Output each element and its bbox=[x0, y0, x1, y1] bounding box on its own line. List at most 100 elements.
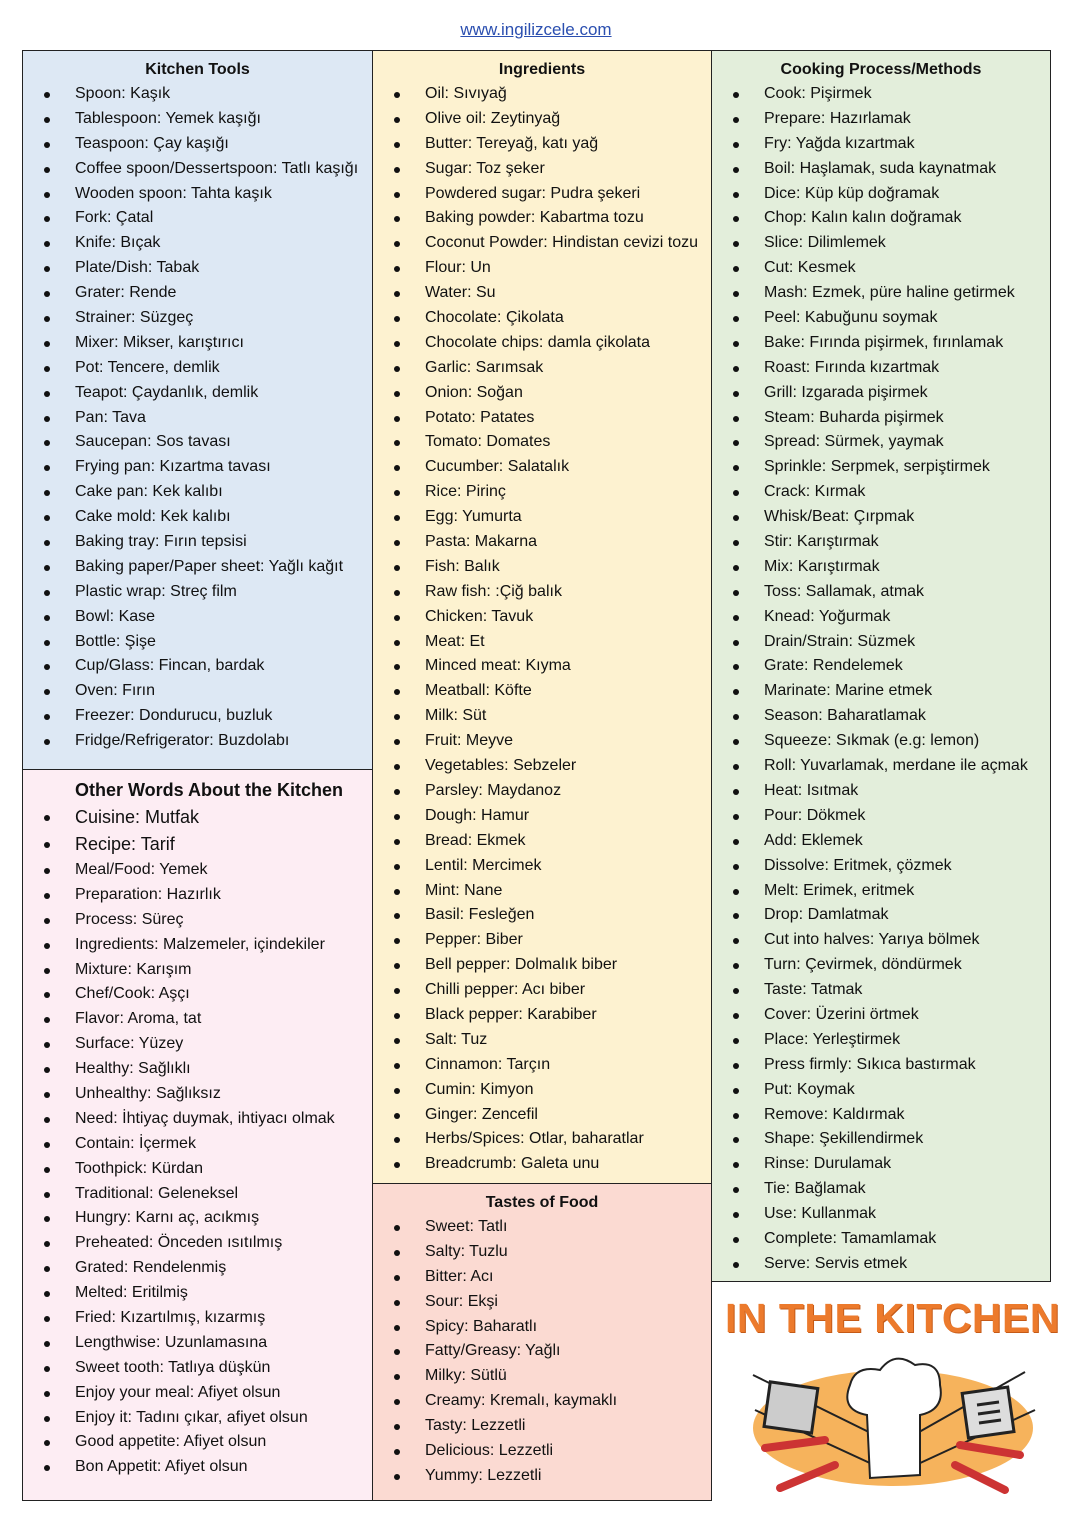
cooking-section: Cooking Process/Methods Cook: Pişirmek Pr… bbox=[711, 50, 1051, 1282]
list-item: Chop: Kalın kalın doğramak bbox=[712, 206, 1050, 231]
list-item: Chicken: Tavuk bbox=[373, 605, 711, 630]
list-item: Wooden spoon: Tahta kaşık bbox=[23, 182, 372, 207]
section-title: Cooking Process/Methods bbox=[780, 61, 982, 78]
list-item: Healthy: Sağlıklı bbox=[23, 1057, 372, 1082]
list-item: Peel: Kabuğunu soymak bbox=[712, 306, 1050, 331]
list-item: Salt: Tuz bbox=[373, 1028, 711, 1053]
list-item: Meal/Food: Yemek bbox=[23, 858, 372, 883]
list-item: Lentil: Mercimek bbox=[373, 854, 711, 879]
list-item: Coffee spoon/Dessertspoon: Tatlı kaşığı bbox=[23, 157, 372, 182]
list-item: Basil: Fesleğen bbox=[373, 903, 711, 928]
list-item: Roll: Yuvarlamak, merdane ile açmak bbox=[712, 754, 1050, 779]
list-item: Flavor: Aroma, tat bbox=[23, 1007, 372, 1032]
list-item: Baking paper/Paper sheet: Yağlı kağıt bbox=[23, 555, 372, 580]
list-item: Bon Appetit: Afiyet olsun bbox=[23, 1455, 372, 1480]
list-item: Marinate: Marine etmek bbox=[712, 679, 1050, 704]
list-item: Mash: Ezmek, püre haline getirmek bbox=[712, 281, 1050, 306]
list-item: Vegetables: Sebzeler bbox=[373, 754, 711, 779]
list-item: Pour: Dökmek bbox=[712, 804, 1050, 829]
list-item: Powdered sugar: Pudra şekeri bbox=[373, 182, 711, 207]
list-item: Turn: Çevirmek, döndürmek bbox=[712, 953, 1050, 978]
list-item: Remove: Kaldırmak bbox=[712, 1103, 1050, 1128]
list-item: Chef/Cook: Aşçı bbox=[23, 982, 372, 1007]
list-item: Cut: Kesmek bbox=[712, 256, 1050, 281]
website-link[interactable]: www.ingilizcele.com bbox=[460, 20, 612, 39]
list-item: Onion: Soğan bbox=[373, 381, 711, 406]
list-item: Toss: Sallamak, atmak bbox=[712, 580, 1050, 605]
list-item: Cinnamon: Tarçın bbox=[373, 1053, 711, 1078]
list-item: Mint: Nane bbox=[373, 879, 711, 904]
list-item: Good appetite: Afiyet olsun bbox=[23, 1430, 372, 1455]
list-item: Milky: Sütlü bbox=[373, 1364, 711, 1389]
list-item: Bowl: Kase bbox=[23, 605, 372, 630]
list-item: Tie: Bağlamak bbox=[712, 1177, 1050, 1202]
list-item: Place: Yerleştirmek bbox=[712, 1028, 1050, 1053]
list-item: Preheated: Önceden ısıtılmış bbox=[23, 1231, 372, 1256]
logo-title: IN THE KITCHEN bbox=[725, 1295, 1060, 1341]
list-item: Bell pepper: Dolmalık biber bbox=[373, 953, 711, 978]
other-words-list: Meal/Food: Yemek Preparation: Hazırlık Pro… bbox=[23, 858, 372, 1480]
list-item: Ginger: Zencefil bbox=[373, 1103, 711, 1128]
list-item: Dissolve: Eritmek, çözmek bbox=[712, 854, 1050, 879]
list-item: Sweet tooth: Tatlıya düşkün bbox=[23, 1356, 372, 1381]
list-item: Baking tray: Fırın tepsisi bbox=[23, 530, 372, 555]
list-item: Cut into halves: Yarıya bölmek bbox=[712, 928, 1050, 953]
list-item: Toothpick: Kürdan bbox=[23, 1157, 372, 1182]
tastes-section: Tastes of Food Sweet: Tatlı Salty: Tuzlu B… bbox=[372, 1183, 712, 1501]
list-item: Enjoy your meal: Afiyet olsun bbox=[23, 1381, 372, 1406]
list-item: Bitter: Acı bbox=[373, 1265, 711, 1290]
list-item: Heat: Isıtmak bbox=[712, 779, 1050, 804]
section-title: Kitchen Tools bbox=[145, 61, 250, 78]
list-item: Recipe: Tarif bbox=[23, 831, 372, 858]
list-item: Mix: Karıştırmak bbox=[712, 555, 1050, 580]
list-item: Garlic: Sarımsak bbox=[373, 356, 711, 381]
list-item: Yummy: Lezzetli bbox=[373, 1464, 711, 1489]
list-item: Sugar: Toz şeker bbox=[373, 157, 711, 182]
list-item: Fried: Kızartılmış, kızarmış bbox=[23, 1306, 372, 1331]
list-item: Dice: Küp küp doğramak bbox=[712, 182, 1050, 207]
list-item: Spicy: Baharatlı bbox=[373, 1315, 711, 1340]
list-item: Ingredients: Malzemeler, içindekiler bbox=[23, 933, 372, 958]
list-item: Squeeze: Sıkmak (e.g: lemon) bbox=[712, 729, 1050, 754]
list-item: Knead: Yoğurmak bbox=[712, 605, 1050, 630]
chef-hat-utensils-illustration bbox=[752, 1357, 1036, 1494]
list-item: Black pepper: Karabiber bbox=[373, 1003, 711, 1028]
list-item: Season: Baharatlamak bbox=[712, 704, 1050, 729]
list-item: Whisk/Beat: Çırpmak bbox=[712, 505, 1050, 530]
list-item: Spoon: Kaşık bbox=[23, 82, 372, 107]
list-item: Freezer: Dondurucu, buzluk bbox=[23, 704, 372, 729]
list-item: Grate: Rendelemek bbox=[712, 654, 1050, 679]
list-item: Parsley: Maydanoz bbox=[373, 779, 711, 804]
list-item: Prepare: Hazırlamak bbox=[712, 107, 1050, 132]
list-item: Meatball: Köfte bbox=[373, 679, 711, 704]
other-words-section: Other Words About the Kitchen Cuisine: M… bbox=[22, 769, 373, 1501]
list-item: Chocolate chips: damla çikolata bbox=[373, 331, 711, 356]
list-item: Sour: Ekşi bbox=[373, 1290, 711, 1315]
list-item: Dough: Hamur bbox=[373, 804, 711, 829]
list-item: Lengthwise: Uzunlamasına bbox=[23, 1331, 372, 1356]
list-item: Rinse: Durulamak bbox=[712, 1152, 1050, 1177]
list-item: Fruit: Meyve bbox=[373, 729, 711, 754]
list-item: Saucepan: Sos tavası bbox=[23, 430, 372, 455]
list-item: Boil: Haşlamak, suda kaynatmak bbox=[712, 157, 1050, 182]
list-item: Slice: Dilimlemek bbox=[712, 231, 1050, 256]
list-item: Butter: Tereyağ, katı yağ bbox=[373, 132, 711, 157]
list-item: Traditional: Geleneksel bbox=[23, 1182, 372, 1207]
other-words-large-list: Cuisine: Mutfak Recipe: Tarif bbox=[23, 804, 372, 858]
list-item: Complete: Tamamlamak bbox=[712, 1227, 1050, 1252]
list-item: Cake pan: Kek kalıbı bbox=[23, 480, 372, 505]
kitchen-tools-list: Spoon: Kaşık Tablespoon: Yemek kaşığı Teas… bbox=[23, 82, 372, 754]
list-item: Chilli pepper: Acı biber bbox=[373, 978, 711, 1003]
list-item: Teaspoon: Çay kaşığı bbox=[23, 132, 372, 157]
ingredients-list: Oil: Sıvıyağ Olive oil: Zeytinyağ Butter: … bbox=[373, 82, 711, 1177]
list-item: Cup/Glass: Fincan, bardak bbox=[23, 654, 372, 679]
list-item: Bake: Fırında pişirmek, fırınlamak bbox=[712, 331, 1050, 356]
list-item: Egg: Yumurta bbox=[373, 505, 711, 530]
list-item: Coconut Powder: Hindistan cevizi tozu bbox=[373, 231, 711, 256]
list-item: Preparation: Hazırlık bbox=[23, 883, 372, 908]
list-item: Strainer: Süzgeç bbox=[23, 306, 372, 331]
list-item: Bread: Ekmek bbox=[373, 829, 711, 854]
list-item: Enjoy it: Tadını çıkar, afiyet olsun bbox=[23, 1406, 372, 1431]
list-item: Frying pan: Kızartma tavası bbox=[23, 455, 372, 480]
list-item: Add: Eklemek bbox=[712, 829, 1050, 854]
